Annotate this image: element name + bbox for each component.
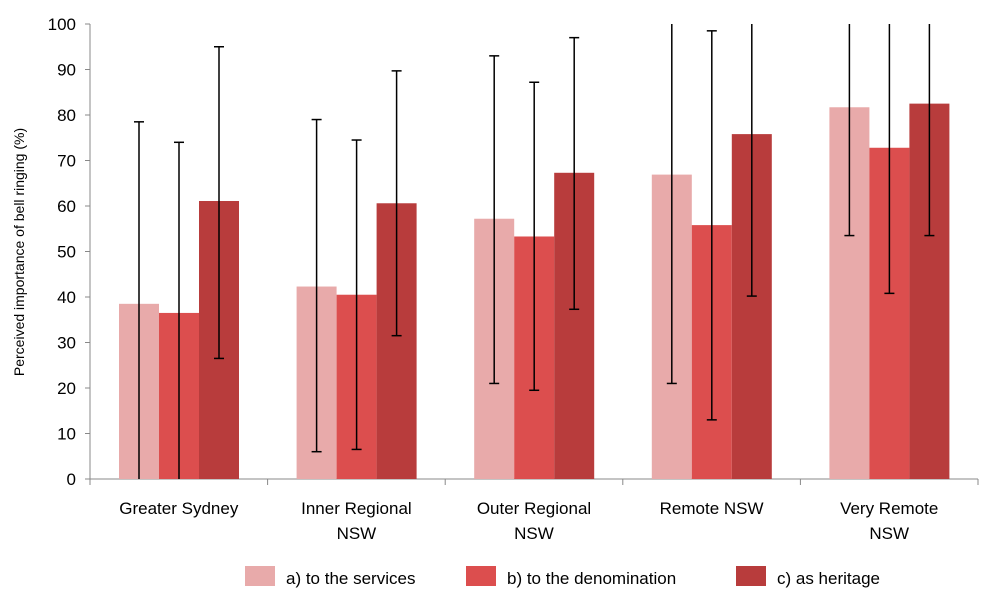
y-ticks: 0 10 20 30 40 50 60 70 80 90 100 bbox=[48, 15, 90, 489]
y-tick-label: 30 bbox=[57, 334, 76, 353]
x-category-label: Greater Sydney bbox=[119, 499, 239, 518]
x-category-label: Inner Regional bbox=[301, 499, 412, 518]
x-category-label: Outer Regional bbox=[477, 499, 591, 518]
category-labels: Greater Sydney Inner Regional NSW Outer Reg… bbox=[119, 499, 938, 543]
legend-label: b) to the denomination bbox=[507, 569, 676, 588]
x-category-label: Remote NSW bbox=[660, 499, 764, 518]
x-category-label: NSW bbox=[869, 524, 909, 543]
y-tick-label: 40 bbox=[57, 288, 76, 307]
legend-swatch bbox=[245, 566, 275, 586]
legend-swatch bbox=[736, 566, 766, 586]
y-tick-label: 100 bbox=[48, 15, 76, 34]
x-category-label: Very Remote bbox=[840, 499, 938, 518]
y-tick-label: 10 bbox=[57, 425, 76, 444]
legend-label: c) as heritage bbox=[777, 569, 880, 588]
legend-label: a) to the services bbox=[286, 569, 415, 588]
y-tick-label: 90 bbox=[57, 61, 76, 80]
x-category-label: NSW bbox=[514, 524, 554, 543]
y-tick-label: 0 bbox=[67, 470, 76, 489]
y-tick-label: 50 bbox=[57, 243, 76, 262]
x-category-label: NSW bbox=[337, 524, 377, 543]
y-tick-label: 60 bbox=[57, 197, 76, 216]
legend-swatch bbox=[466, 566, 496, 586]
x-category-dividers bbox=[89, 479, 979, 485]
error-bars bbox=[134, 24, 935, 479]
y-axis-title: Perceived importance of bell ringing (%) bbox=[11, 128, 27, 376]
y-tick-label: 20 bbox=[57, 379, 76, 398]
y-tick-label: 70 bbox=[57, 152, 76, 171]
y-tick-label: 80 bbox=[57, 106, 76, 125]
legend: a) to the services b) to the denomination… bbox=[245, 566, 880, 588]
